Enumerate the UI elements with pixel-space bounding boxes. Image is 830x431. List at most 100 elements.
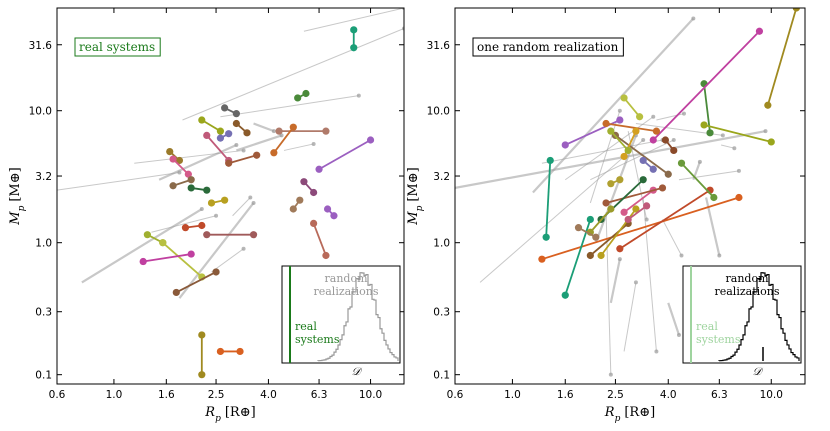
planet-point-sys17 [616, 245, 624, 253]
x-tick-label: 0.6 [447, 389, 464, 401]
x-tick-label: 2.5 [208, 389, 225, 401]
planet-point-sys22 [632, 127, 640, 135]
y-axis-sub: p [415, 205, 425, 211]
axes-frame [56, 7, 405, 385]
gray-track-point [717, 253, 722, 258]
x-axis-sub: p [615, 414, 621, 424]
gray-track-line [178, 202, 255, 299]
hist-label: random [726, 272, 770, 285]
x-tick-label: 0.6 [49, 389, 66, 401]
gray-track-line [303, 8, 404, 32]
gray-track-line [182, 27, 404, 121]
y-tick-label: 1.0 [35, 238, 52, 250]
planet-point-sys27 [216, 347, 225, 356]
system-line-sys9 [605, 122, 657, 133]
gray-track-point [234, 142, 239, 147]
gray-track-point [617, 108, 622, 113]
planet-point-sys6 [700, 121, 708, 129]
gray-track-point [251, 200, 256, 205]
gray-track-point [199, 207, 204, 212]
planet-point-sys3 [232, 110, 240, 118]
gray-track-point [732, 146, 737, 151]
gray-track-line [720, 144, 735, 149]
system-line-sys25 [143, 253, 192, 263]
system-line-sys1 [545, 160, 552, 238]
planet-point-sys9 [203, 131, 211, 140]
planet-point-sys27 [236, 347, 244, 356]
system-line-sys5 [623, 97, 641, 118]
planet-point-sys28 [198, 331, 206, 339]
y-tick-label: 3.2 [433, 171, 450, 183]
y-tick-label: 1.0 [433, 238, 450, 250]
gray-track-line [220, 95, 359, 118]
planet-point-sys15 [586, 251, 594, 260]
gray-track-point [271, 129, 276, 134]
line-label-line2: systems [696, 333, 741, 346]
inset-xlabel: 𝒟 [352, 365, 363, 378]
y-tick-label: 0.3 [433, 307, 450, 319]
planet-point-sys2 [294, 94, 302, 102]
gray-track-line [656, 113, 685, 121]
gray-track-point [736, 168, 741, 173]
planet-point-sys18 [649, 165, 657, 173]
gray-track-line [678, 170, 739, 181]
planet-point-sys3 [649, 136, 657, 144]
x-axis-title: Rp [R⊕] [604, 405, 655, 424]
planet-point-sys22 [322, 251, 330, 260]
planet-point-sys25 [139, 257, 147, 266]
planet-point-sys23 [624, 215, 632, 224]
y-axis-unit: [M⊕] [8, 167, 23, 201]
planet-point-sys2 [302, 89, 310, 98]
gray-track-point [617, 257, 622, 262]
planet-point-sys8 [735, 193, 743, 202]
gray-track-point [651, 114, 656, 119]
gray-track-point [356, 93, 361, 98]
planet-point-sys19 [607, 205, 615, 213]
gray-track-point [691, 16, 696, 21]
planet-point-sys28 [198, 371, 206, 379]
system-line-sys21 [680, 162, 715, 199]
planet-point-sys13 [184, 170, 192, 178]
system-line-sys4 [766, 8, 798, 106]
gray-track-line [605, 212, 612, 375]
system-line-sys24 [162, 242, 203, 278]
planet-point-sys17 [203, 186, 211, 194]
gray-track-line [590, 139, 674, 181]
gray-track-point [763, 129, 768, 134]
gray-track-line [662, 219, 682, 256]
planet-point-sys12 [586, 215, 594, 224]
planet-point-sys5 [620, 94, 628, 102]
gray-track-point [679, 253, 684, 258]
hist-label: random [325, 272, 369, 285]
gray-track-point [641, 137, 646, 142]
planet-point-sys10 [315, 165, 323, 173]
x-axis-unit: [R⊕] [624, 405, 655, 420]
plot-area [455, 8, 800, 377]
system-line-sys7 [273, 126, 295, 154]
planet-point-sys14 [639, 176, 647, 184]
planet-point-sys21 [203, 231, 211, 239]
gray-track-point [633, 280, 638, 285]
planet-point-sys1 [350, 26, 358, 34]
planet-point-sys24 [607, 127, 615, 135]
planet-point-sys26 [607, 180, 615, 188]
planet-point-sys21 [249, 231, 258, 239]
system-line-sys10 [614, 134, 669, 175]
system-line-sys23 [627, 205, 648, 221]
gray-track-line [564, 116, 654, 181]
y-axis-symbol: M [406, 211, 421, 226]
planet-point-sys24 [159, 239, 167, 247]
gray-track-line [211, 248, 244, 273]
gray-track-line [57, 172, 180, 191]
planet-point-sys26 [616, 176, 624, 184]
y-tick-label: 3.2 [35, 171, 52, 183]
gray-track-point [676, 332, 681, 337]
planet-point-sys22 [310, 219, 318, 228]
y-axis-sub: p [17, 205, 27, 211]
line-label-line2: systems [295, 333, 340, 346]
gray-track-line [479, 139, 644, 283]
planet-point-sys18 [221, 196, 229, 204]
x-tick-label: 2.5 [607, 389, 624, 401]
axes-frame [454, 7, 806, 385]
